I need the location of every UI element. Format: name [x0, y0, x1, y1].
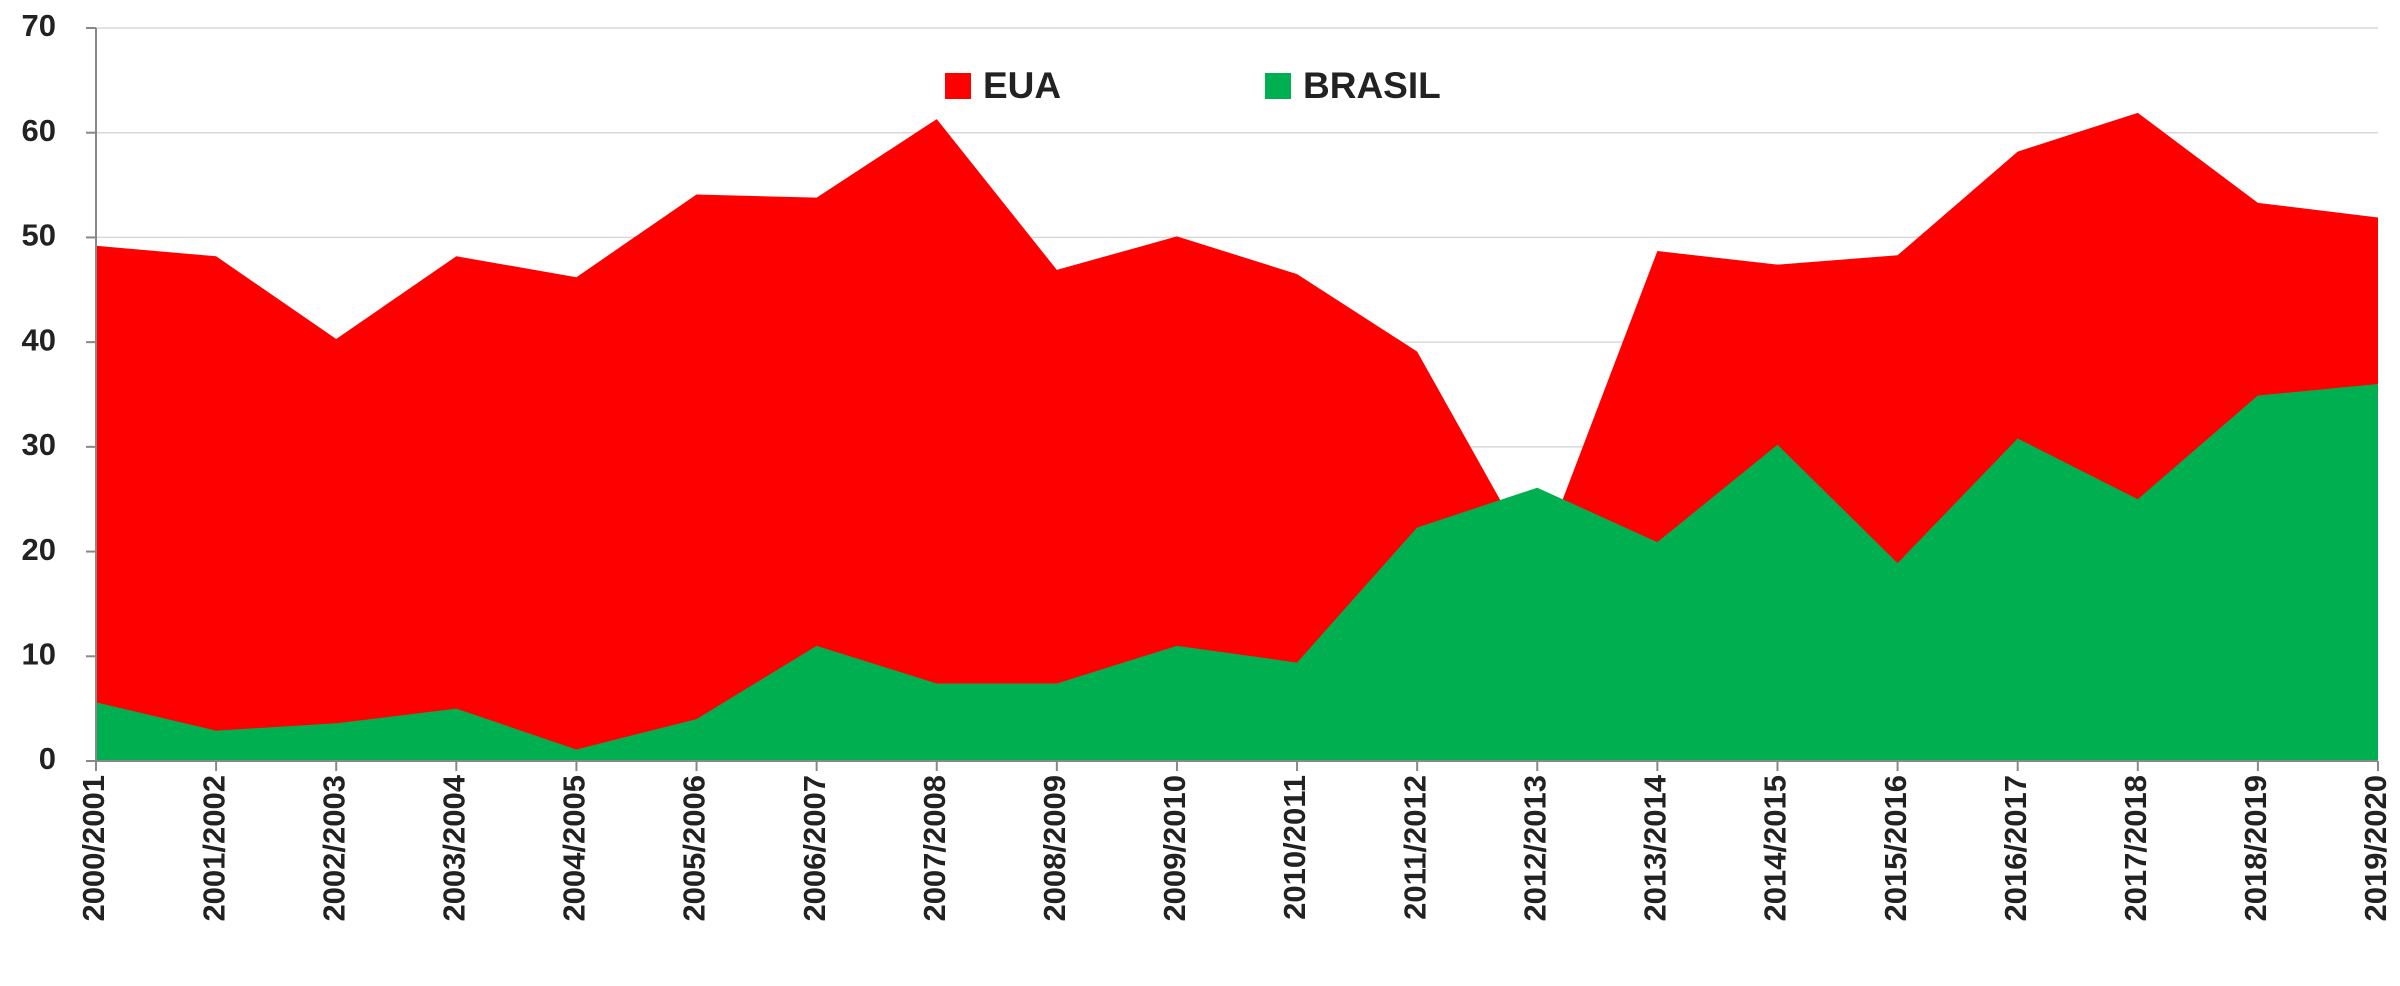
y-tick-label: 30 — [22, 427, 56, 462]
x-tick-label: 2018/2019 — [2238, 775, 2273, 922]
x-tick-label: 2019/2020 — [2358, 775, 2393, 922]
x-tick-label: 2006/2007 — [797, 775, 832, 922]
x-tick-label: 2004/2005 — [557, 775, 592, 922]
x-tick-label: 2015/2016 — [1878, 775, 1913, 922]
x-tick-label: 2017/2018 — [2118, 775, 2153, 922]
x-tick-label: 2003/2004 — [437, 774, 472, 921]
x-tick-label: 2002/2003 — [316, 775, 351, 922]
x-tick-label: 2008/2009 — [1037, 775, 1072, 922]
x-tick-label: 2010/2011 — [1277, 775, 1312, 920]
x-tick-label: 2014/2015 — [1758, 775, 1793, 922]
x-tick-label: 2011/2012 — [1397, 775, 1432, 920]
x-tick-label: 2009/2010 — [1157, 775, 1192, 922]
x-tick-label: 2007/2008 — [917, 775, 952, 922]
legend-label: EUA — [983, 65, 1061, 106]
y-tick-label: 10 — [22, 636, 56, 671]
legend-marker — [1265, 73, 1291, 99]
y-tick-label: 50 — [22, 218, 56, 253]
x-tick-label: 2001/2002 — [196, 775, 231, 922]
x-tick-label: 2012/2013 — [1517, 775, 1552, 922]
y-tick-label: 70 — [22, 8, 56, 43]
y-tick-label: 20 — [22, 532, 56, 567]
x-tick-label: 2005/2006 — [677, 775, 712, 922]
y-tick-label: 60 — [22, 113, 56, 148]
x-tick-label: 2016/2017 — [1998, 775, 2033, 922]
x-tick-label: 2000/2001 — [76, 775, 111, 922]
area — [96, 384, 2378, 761]
legend-label: BRASIL — [1303, 65, 1441, 106]
x-tick-label: 2013/2014 — [1638, 774, 1673, 921]
y-tick-label: 40 — [22, 322, 56, 357]
legend-marker — [945, 73, 971, 99]
y-tick-label: 0 — [39, 741, 56, 776]
